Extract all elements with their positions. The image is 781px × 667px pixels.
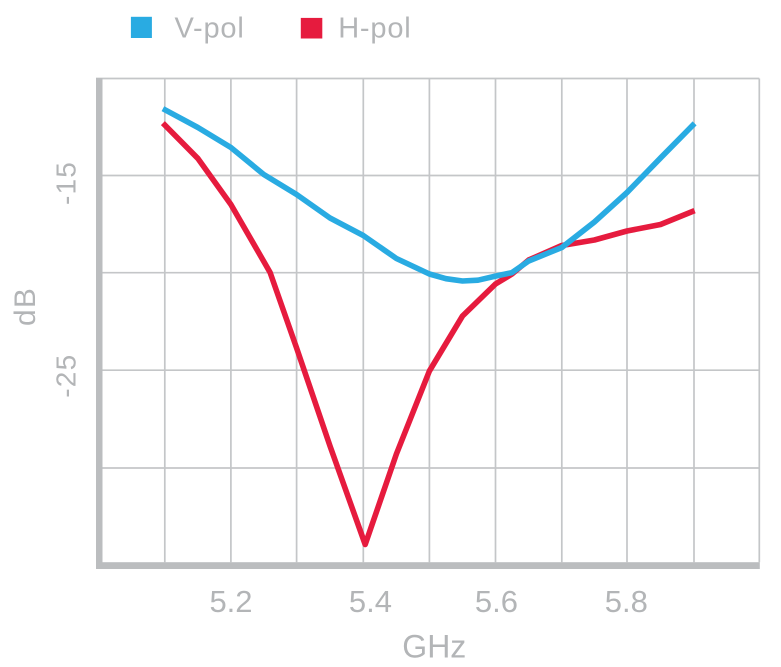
svg-text:GHz: GHz (402, 629, 466, 665)
svg-text:dB: dB (9, 287, 42, 326)
svg-text:5.2: 5.2 (209, 584, 252, 619)
svg-text:-25: -25 (51, 354, 82, 398)
svg-text:5.8: 5.8 (605, 584, 648, 619)
svg-text:V-pol: V-pol (175, 13, 245, 45)
svg-text:5.6: 5.6 (475, 584, 518, 619)
svg-text:H-pol: H-pol (338, 13, 411, 45)
svg-text:-15: -15 (51, 161, 82, 205)
svg-text:5.4: 5.4 (349, 584, 392, 619)
